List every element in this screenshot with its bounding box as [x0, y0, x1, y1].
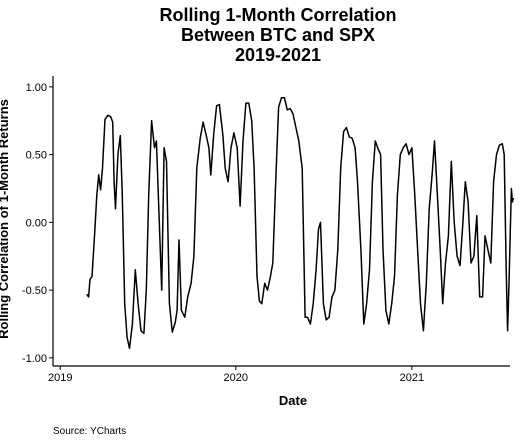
y-tick-label: 0.50	[26, 150, 47, 162]
y-tick-label: 1.00	[26, 82, 47, 94]
chart-title-line-3: 2019-2021	[235, 45, 321, 65]
x-tick-label: 2019	[48, 372, 72, 384]
x-axis-label: Date	[279, 393, 307, 408]
chart-title: Rolling 1-Month Correlation Between BTC …	[160, 5, 397, 65]
y-tick-label: -0.50	[22, 285, 47, 297]
chart-title-line-2: Between BTC and SPX	[181, 25, 375, 45]
x-tick-label: 2020	[224, 372, 248, 384]
series-group	[86, 96, 515, 350]
chart-title-line-1: Rolling 1-Month Correlation	[160, 5, 397, 25]
y-axis-label: Rolling Correlation of 1-Month Returns	[0, 99, 11, 339]
y-tick-label: -1.00	[22, 353, 47, 365]
source-caption: Source: YCharts	[53, 426, 126, 437]
correlation-series-line	[86, 96, 515, 350]
y-tick-label: 0.00	[26, 217, 47, 229]
y-axis-ticks: 1.00 0.50 0.00 -0.50 -1.00	[22, 82, 53, 365]
x-axis-ticks: 2019 2020 2021	[48, 366, 424, 384]
x-tick-label: 2021	[400, 372, 424, 384]
